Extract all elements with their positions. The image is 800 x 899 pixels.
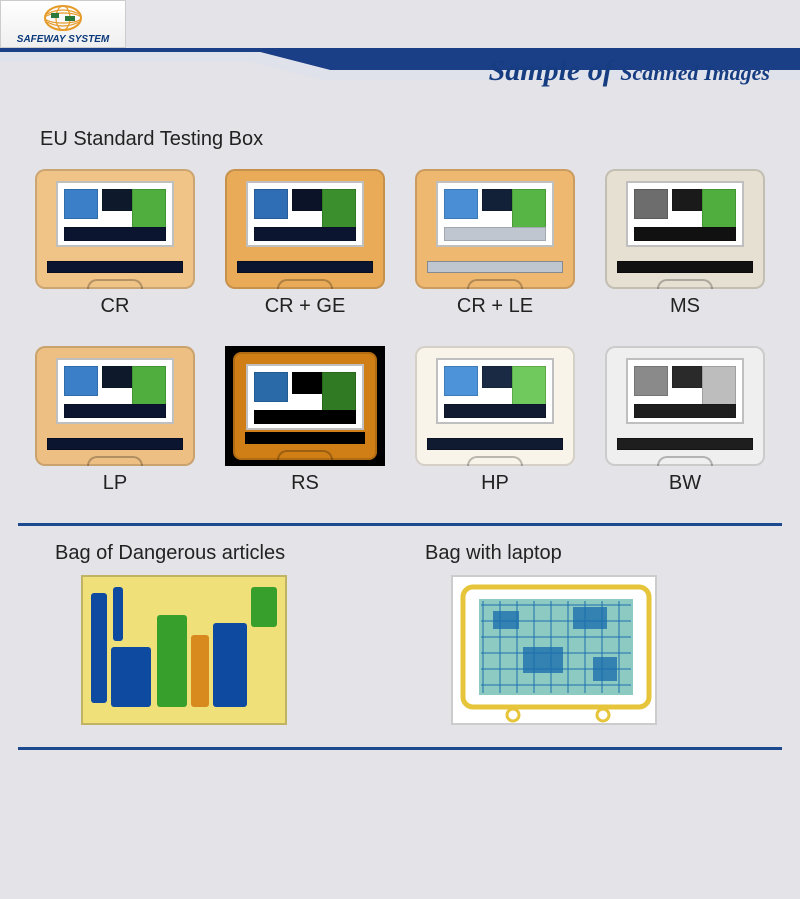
bag-item bbox=[251, 587, 277, 627]
scan-case bbox=[225, 169, 385, 289]
scan-case-inverted bbox=[225, 346, 385, 466]
scan-cell: BW bbox=[605, 346, 765, 495]
scan-case bbox=[233, 352, 377, 460]
scan-case bbox=[415, 169, 575, 289]
scan-case bbox=[35, 169, 195, 289]
divider bbox=[18, 747, 782, 750]
scan-label: BW bbox=[605, 472, 765, 495]
bag-laptop bbox=[451, 575, 657, 725]
heading-dangerous: Bag of Dangerous articles bbox=[55, 542, 375, 565]
title-main: Sample of bbox=[489, 54, 613, 87]
section-heading-testing-box: EU Standard Testing Box bbox=[40, 128, 800, 151]
heading-laptop: Bag with laptop bbox=[425, 542, 745, 565]
bag-item bbox=[213, 623, 247, 707]
svg-text:SAFEWAY SYSTEM: SAFEWAY SYSTEM bbox=[17, 34, 110, 45]
scan-cell: CR + LE bbox=[415, 169, 575, 318]
scan-label: LP bbox=[35, 472, 195, 495]
scan-label: HP bbox=[415, 472, 575, 495]
scan-grid: CR CR + GE CR + LE MS LP RS HP BW bbox=[0, 169, 800, 495]
scan-case bbox=[605, 169, 765, 289]
scan-label: CR + LE bbox=[415, 295, 575, 318]
scan-label: MS bbox=[605, 295, 765, 318]
bag-item bbox=[191, 635, 209, 707]
bag-item bbox=[113, 587, 123, 641]
scan-case bbox=[605, 346, 765, 466]
scan-cell: MS bbox=[605, 169, 765, 318]
header-stripe: Sample of Scanned Images bbox=[0, 48, 800, 106]
scan-cell: LP bbox=[35, 346, 195, 495]
bag-item bbox=[111, 647, 151, 707]
dangerous-col: Bag of Dangerous articles bbox=[55, 526, 375, 725]
scan-cell: CR + GE bbox=[225, 169, 385, 318]
scan-case bbox=[415, 346, 575, 466]
title-sub: Scanned Images bbox=[620, 60, 770, 85]
brand-logo: SAFEWAY SYSTEM bbox=[0, 0, 126, 48]
scan-cell: HP bbox=[415, 346, 575, 495]
scan-cell: RS bbox=[225, 346, 385, 495]
bag-item bbox=[91, 593, 107, 703]
globe-icon: SAFEWAY SYSTEM bbox=[3, 2, 123, 46]
scan-cell: CR bbox=[35, 169, 195, 318]
scan-case bbox=[35, 346, 195, 466]
laptop-xray bbox=[453, 577, 657, 725]
laptop-col: Bag with laptop bbox=[425, 526, 745, 725]
scan-label: RS bbox=[225, 472, 385, 495]
page-title: Sample of Scanned Images bbox=[489, 54, 770, 88]
scan-label: CR bbox=[35, 295, 195, 318]
bottom-row: Bag of Dangerous articles Bag with lapto… bbox=[0, 526, 800, 725]
bag-dangerous bbox=[81, 575, 287, 725]
scan-label: CR + GE bbox=[225, 295, 385, 318]
bag-item bbox=[157, 615, 187, 707]
